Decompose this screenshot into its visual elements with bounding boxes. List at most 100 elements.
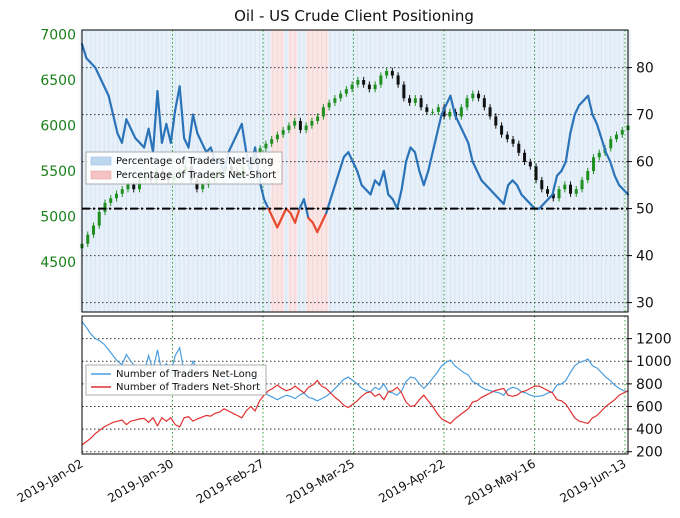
candle-body — [586, 171, 590, 181]
candle-body — [413, 98, 417, 103]
candle-body — [482, 98, 486, 108]
pct-segment — [280, 207, 288, 220]
candle-body — [86, 234, 90, 244]
candle-body — [597, 152, 601, 158]
top-panel: 4500 5000 5500 6000 6500 7000 30 40 50 60 70 80 Pe… — [40, 28, 654, 313]
legend-swatch-net-short — [90, 170, 112, 180]
candle-body — [350, 84, 354, 90]
candle-body — [201, 184, 205, 190]
candle-body — [362, 80, 366, 85]
num-net-short-line — [81, 379, 629, 446]
pct-segment — [289, 212, 297, 224]
pct-segment — [431, 132, 439, 154]
candle-body — [258, 148, 262, 153]
pct-segment — [191, 113, 199, 135]
pct-segment — [422, 169, 430, 187]
pct-segment — [613, 174, 621, 187]
pct-segment — [573, 104, 581, 116]
pct-segment — [151, 89, 159, 154]
candle-body — [293, 120, 297, 126]
legend-label-num-short: Number of Traders Net-Short — [116, 382, 260, 393]
legend-swatch-net-long — [90, 156, 112, 166]
candle-body — [523, 152, 527, 162]
left-tick-label: 5500 — [40, 164, 76, 180]
candle-body — [114, 193, 118, 199]
pct-segment — [440, 104, 448, 116]
pct-segment — [551, 174, 559, 196]
pct-segment — [462, 132, 470, 144]
candle-body — [367, 84, 371, 90]
candle-body — [557, 189, 561, 199]
pct-segment — [231, 132, 239, 144]
candle-body — [390, 70, 394, 76]
pct-segment — [604, 151, 612, 163]
candle-body — [505, 134, 509, 140]
bottom-right-axis-ticks: 200 400 600 800 1000 1200 — [628, 332, 672, 461]
x-tick-label: 2019-Jan-30 — [105, 456, 176, 505]
pct-segment — [196, 132, 203, 144]
pct-segment — [595, 122, 603, 140]
x-axis-ticks: 2019-Jan-02 2019-Jan-30 2019-Feb-27 2019-Ma… — [15, 456, 629, 508]
pct-segment — [436, 113, 443, 135]
left-tick-label: 7000 — [40, 28, 76, 44]
candle-body — [356, 80, 360, 85]
pct-segment — [240, 122, 248, 154]
right-tick-label: 50 — [636, 202, 654, 218]
pct-segment — [267, 207, 274, 220]
pct-segment — [103, 85, 110, 97]
pct-segment — [369, 179, 377, 196]
bottom-legend-box — [85, 364, 267, 396]
bottom-right-tick-label: 800 — [636, 377, 663, 393]
candle-body — [287, 125, 291, 131]
right-tick-label: 70 — [636, 108, 654, 124]
candle-body — [310, 120, 314, 126]
pct-segment — [347, 151, 354, 163]
bottom-legend: Number of Traders Net-Long Number of Tra… — [85, 364, 267, 396]
pct-segment — [502, 184, 510, 205]
candle-body — [264, 143, 268, 149]
pct-segment — [515, 184, 523, 196]
pct-segment — [404, 146, 412, 163]
pct-segment — [143, 127, 150, 149]
candle-body — [465, 98, 469, 108]
pct-segment — [165, 122, 172, 144]
right-tick-label: 60 — [636, 155, 654, 171]
right-tick-label: 30 — [636, 296, 654, 312]
candle-body — [333, 98, 337, 103]
left-tick-label: 4500 — [40, 255, 76, 271]
candle-body — [379, 75, 383, 85]
candle-body — [448, 111, 452, 117]
pct-segment — [591, 113, 599, 126]
pct-segment — [107, 94, 115, 116]
candle-body — [304, 125, 308, 131]
pct-segment — [125, 118, 132, 130]
bottom-right-tick-label: 600 — [636, 399, 663, 415]
pct-segment — [427, 151, 434, 173]
candle-body — [275, 134, 279, 140]
pct-segment — [111, 113, 119, 135]
candle-body — [563, 184, 567, 190]
pct-segment — [271, 216, 279, 229]
pct-segment — [560, 160, 567, 173]
pct-segment — [187, 113, 195, 149]
candle-body — [137, 180, 141, 190]
right-axis-ticks: 30 40 50 60 70 80 — [628, 61, 654, 312]
pct-segment — [418, 169, 425, 187]
pct-segment — [382, 169, 390, 196]
candle-body — [97, 211, 101, 226]
pct-segment — [600, 137, 607, 154]
pct-segment — [569, 113, 576, 135]
x-tick-label: 2019-Jun-13 — [558, 456, 629, 505]
candle-body — [316, 116, 320, 121]
pct-segment — [98, 75, 106, 88]
candle-body — [103, 202, 107, 212]
pct-segment — [338, 155, 346, 173]
pct-segment — [329, 184, 337, 201]
x-tick-label: 2019-Apr-22 — [376, 456, 447, 505]
num-net-long-line — [81, 321, 629, 402]
left-tick-label: 6000 — [40, 119, 76, 135]
candle-body — [298, 120, 302, 131]
candle-body — [511, 139, 515, 144]
